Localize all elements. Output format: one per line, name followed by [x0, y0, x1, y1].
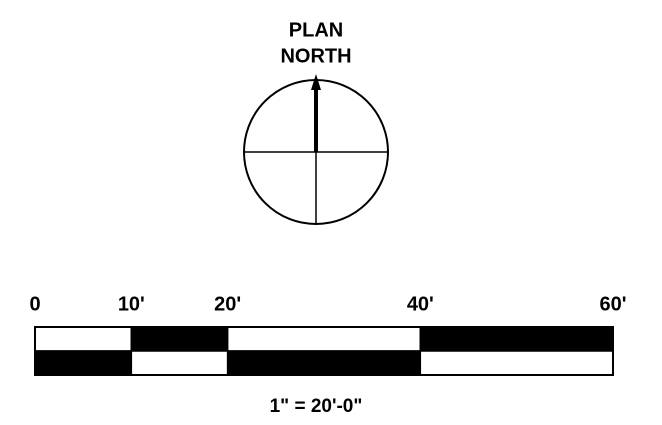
- scale-outline: [34, 326, 614, 376]
- scale-segment: [226, 350, 422, 376]
- scale-segment: [34, 326, 133, 352]
- scale-tick-label: 0: [29, 293, 40, 315]
- scale-tick-label: 40': [407, 293, 434, 315]
- north-label: PLAN: [289, 19, 343, 41]
- scale-tick-label: 20': [214, 293, 241, 315]
- scale-segment: [419, 350, 614, 376]
- scale-tick-label: 60': [599, 293, 626, 315]
- scale-bar: 0 10' 20' 40' 60': [29, 293, 627, 376]
- north-arrow: [243, 74, 389, 225]
- scale-segment: [419, 326, 614, 352]
- scale-segment: [130, 326, 229, 352]
- scale-segment: [34, 350, 133, 376]
- scale-tick-label: 10': [118, 293, 145, 315]
- scale-segment: [130, 350, 229, 376]
- scale-text: 1" = 20'-0": [270, 396, 363, 417]
- arrow-head: [311, 74, 321, 90]
- scale-segment: [226, 326, 422, 352]
- north-label: NORTH: [280, 45, 351, 67]
